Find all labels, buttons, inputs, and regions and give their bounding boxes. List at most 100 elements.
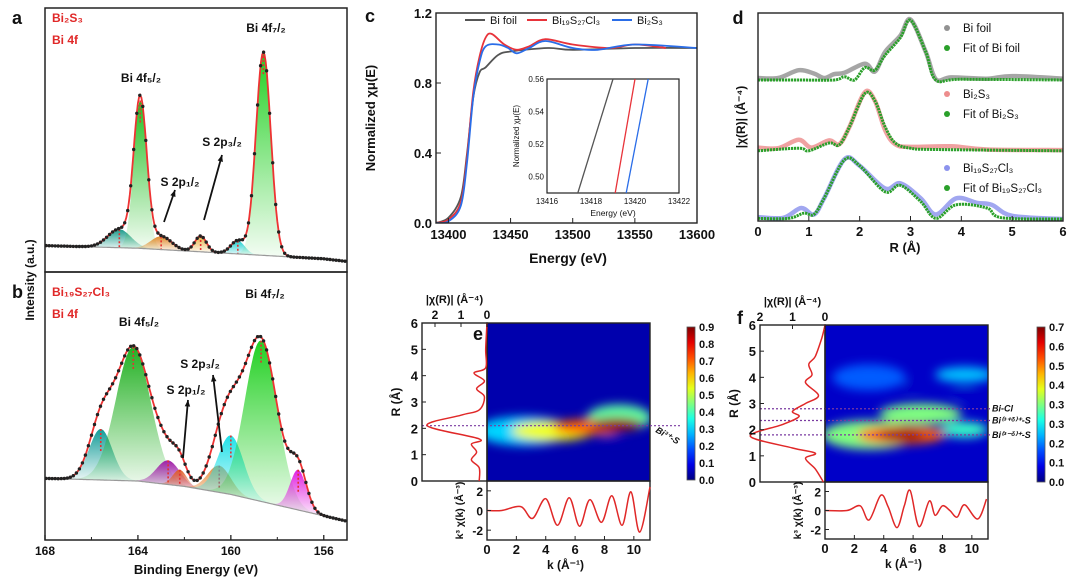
colorbar: 0.9 0.8 0.7 0.6 0.5 0.4 0.3 0.2 0.1 0.0 xyxy=(686,322,715,487)
inset-y-tick-label: 0.56 xyxy=(528,75,544,84)
data-point xyxy=(92,422,97,427)
heatmap-intensity-region xyxy=(952,389,977,397)
arrow-head xyxy=(211,375,217,382)
core-level-label: Bi 4f xyxy=(52,307,79,321)
legend-marker xyxy=(944,185,950,191)
inset-y-tick-label: 0.50 xyxy=(528,173,544,182)
data-point xyxy=(274,394,278,399)
data-point xyxy=(201,235,205,240)
heatmap-background xyxy=(825,325,988,482)
data-point xyxy=(50,476,54,481)
y-tick-label: 5 xyxy=(411,342,418,357)
profile-tick-label: 0 xyxy=(484,308,491,322)
bond-label: Bi³⁺-S xyxy=(654,425,681,447)
inset-series-line xyxy=(625,78,649,194)
inset-plot: 13416 13418 13420 13422 0.50 0.52 0.54 0.56 Ener… xyxy=(512,75,691,218)
data-point xyxy=(271,377,275,381)
data-point xyxy=(234,238,239,243)
x-axis-label: k (Å⁻¹) xyxy=(885,556,922,571)
data-point xyxy=(298,459,302,464)
colorbar: 0.7 0.6 0.5 0.4 0.3 0.3 0.2 0.1 0.0 xyxy=(1036,322,1065,489)
x-tick-label: 13400 xyxy=(430,227,466,242)
y-tick-label: 1 xyxy=(411,448,418,463)
x-tick-label: 0 xyxy=(483,542,490,557)
data-point xyxy=(213,250,217,254)
data-point xyxy=(174,243,178,248)
data-point xyxy=(261,339,266,343)
x-axis-label: Binding Energy (eV) xyxy=(134,562,258,577)
arrow-head xyxy=(217,155,223,162)
data-point xyxy=(322,513,326,518)
fit-series-line xyxy=(758,18,1063,84)
data-point xyxy=(322,257,326,261)
x-tick-label: 6 xyxy=(1059,224,1066,239)
data-point xyxy=(135,346,139,351)
y-axis-label: R (Å) xyxy=(726,389,741,418)
data-point xyxy=(249,345,254,349)
colorbar-tick-label: 0.7 xyxy=(1049,322,1064,334)
data-point xyxy=(343,259,347,263)
data-point xyxy=(234,380,239,384)
data-point xyxy=(101,238,106,242)
data-point xyxy=(225,247,230,251)
data-point xyxy=(89,433,94,437)
x-tick-label: 0 xyxy=(754,224,761,239)
data-point xyxy=(313,256,317,260)
data-point xyxy=(104,235,109,239)
data-point xyxy=(258,334,263,339)
series-line xyxy=(436,46,697,223)
data-point xyxy=(150,396,154,400)
plot-frame xyxy=(44,7,348,273)
data-point xyxy=(138,93,142,98)
data-point xyxy=(177,245,181,250)
peak-label: Bi 4f₅/₂ xyxy=(119,315,159,329)
data-point xyxy=(267,111,272,116)
data-point xyxy=(168,239,172,243)
y-tick-label: 5 xyxy=(749,344,756,359)
inset-series-line xyxy=(577,78,614,194)
data-point xyxy=(204,464,208,468)
data-point xyxy=(74,471,79,475)
data-point xyxy=(192,241,196,245)
data-point xyxy=(301,469,305,473)
data-point xyxy=(147,384,151,388)
peak-label: S 2p₃/₂ xyxy=(180,357,220,371)
legend-marker xyxy=(944,165,950,171)
colorbar-tick-label: 0.2 xyxy=(699,441,714,453)
y-tick-label: 0 xyxy=(411,474,418,489)
panel-label: b xyxy=(12,282,23,302)
annotation-arrow xyxy=(212,374,223,453)
data-point xyxy=(292,255,296,259)
legend-label: Fit of Bi₁₉S₂₇Cl₃ xyxy=(963,183,1042,195)
data-point xyxy=(319,256,323,261)
data-point xyxy=(310,500,314,504)
data-point xyxy=(153,224,157,228)
x-tick-label: 4 xyxy=(880,541,888,556)
data-point xyxy=(331,516,335,520)
data-point xyxy=(246,221,251,225)
data-point xyxy=(240,238,245,242)
heatmap-intensity-region xyxy=(941,421,988,438)
data-point xyxy=(153,406,157,410)
colorbar-tick-label: 0.4 xyxy=(699,407,715,419)
x-tick-label: 156 xyxy=(314,544,334,558)
data-point xyxy=(147,178,151,182)
x-tick-label: 13450 xyxy=(492,227,528,242)
k-space-y-tick-label: -2 xyxy=(472,524,483,538)
panel-label: f xyxy=(737,308,744,328)
data-point xyxy=(207,245,211,249)
data-point xyxy=(120,225,124,229)
data-point xyxy=(189,475,193,480)
data-point xyxy=(280,427,284,432)
data-point xyxy=(65,476,70,480)
colorbar-tick-label: 0.6 xyxy=(1049,341,1064,353)
inset-frame xyxy=(546,78,680,194)
data-point xyxy=(98,404,103,408)
peak-label: S 2p₁/₂ xyxy=(161,175,200,189)
sample-label: Bi₁₉S₂₇Cl₃ xyxy=(52,285,110,299)
y-tick-label: 2 xyxy=(411,421,418,436)
data-point xyxy=(334,517,338,521)
data-point xyxy=(126,348,130,352)
panel-label: a xyxy=(12,8,23,28)
